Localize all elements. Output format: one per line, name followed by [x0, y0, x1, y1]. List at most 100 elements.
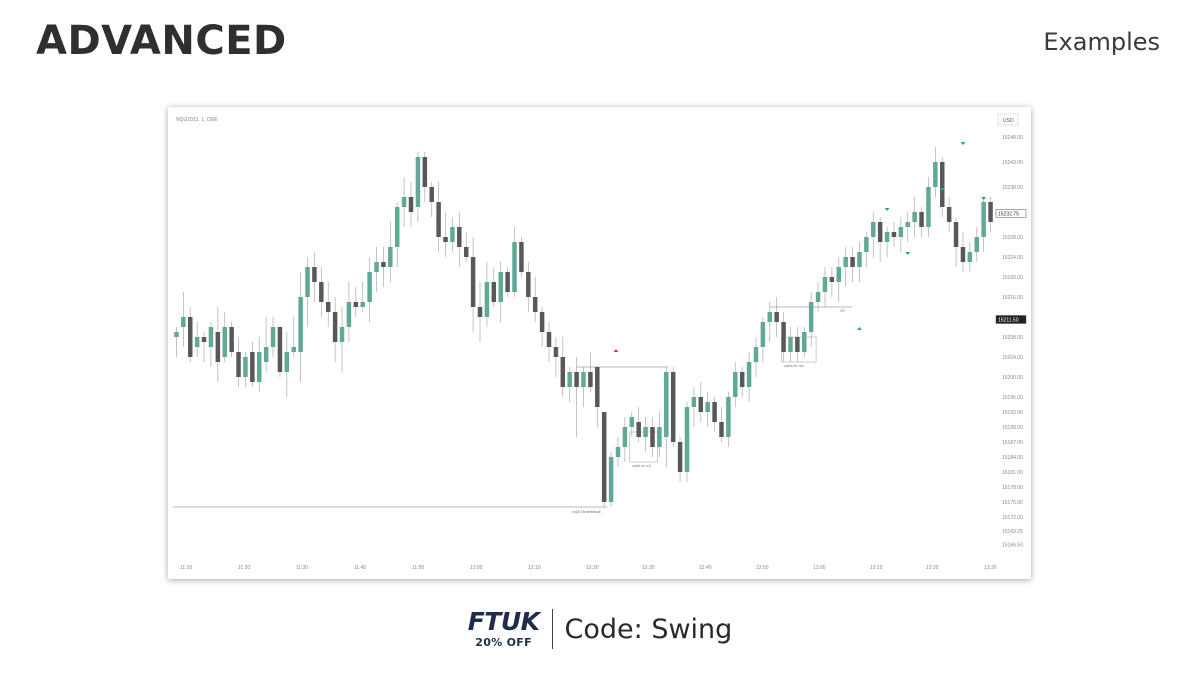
candle-down	[850, 257, 855, 267]
y-tick-label: 15204.00	[1002, 355, 1023, 361]
candle-down	[532, 297, 538, 312]
x-tick-label: 13:00	[813, 565, 826, 571]
signal-down-marker	[939, 188, 945, 191]
candle-up	[691, 397, 697, 407]
marked-price-tag-box	[995, 315, 1027, 324]
candle-up	[753, 347, 759, 362]
candle-down	[250, 352, 255, 382]
candle-up	[512, 242, 517, 292]
candle-up	[967, 252, 973, 262]
candle-down	[188, 317, 193, 357]
candle-down	[781, 322, 786, 352]
footer-promo: FTUK 20% OFF Code: Swing	[0, 606, 1200, 652]
chart-panel[interactable]: NQU2023, 1, CME 15248.00 15243.00 15238.00 1…	[168, 107, 1031, 579]
candle-up	[898, 227, 904, 237]
candle-up	[836, 267, 842, 282]
candle-down	[277, 327, 283, 372]
candle-up	[857, 252, 862, 267]
y-tick-label: 15187.00	[1002, 440, 1023, 446]
candle-down	[229, 327, 234, 352]
y-tick-label: 15169.25	[1002, 529, 1023, 535]
y-tick-label: 15172.00	[1002, 515, 1023, 521]
candle-down	[312, 267, 317, 282]
candle-up	[933, 162, 938, 187]
candle-down	[953, 222, 959, 247]
candle-down	[795, 337, 800, 352]
candle-up	[374, 262, 379, 272]
candle-up	[905, 222, 911, 227]
ftuk-logo[interactable]: FTUK 20% OFF	[468, 609, 540, 649]
candle-down	[319, 282, 324, 302]
signal-down-marker	[981, 197, 987, 200]
candle-down	[408, 197, 414, 212]
candlestick-chart[interactable]: NQU2023, 1, CME 15248.00 15243.00 15238.00 1…	[168, 107, 1031, 579]
candle-up	[484, 282, 490, 317]
y-tick-label: 15228.00	[1002, 235, 1023, 241]
candle-up	[629, 417, 635, 427]
section-label: Examples	[1043, 28, 1160, 56]
x-tick-label: 12:00	[470, 565, 483, 571]
y-tick-label: 15178.00	[1002, 485, 1023, 491]
candle-down	[236, 352, 241, 377]
candle-down	[960, 247, 966, 262]
candle-up	[926, 187, 931, 227]
last-price-tag: 15232.75	[998, 211, 1019, 217]
candle-down	[457, 227, 462, 247]
x-tick-label: 12:10	[528, 565, 541, 571]
y-tick-label: 15181.00	[1002, 470, 1023, 476]
candle-up	[298, 297, 303, 352]
candle-down	[325, 302, 331, 312]
candle-down	[574, 372, 579, 387]
candle-up	[450, 227, 455, 242]
candle-down	[891, 232, 897, 237]
candle-up	[415, 157, 421, 207]
candle-up	[767, 312, 773, 322]
currency-label: USD	[1003, 118, 1014, 124]
x-tick-label: 12:40	[699, 565, 712, 571]
x-tick-label: 12:30	[642, 565, 655, 571]
y-tick-label: 15238.00	[1002, 185, 1023, 191]
x-tick-label: 13:10	[870, 565, 883, 571]
candle-up	[222, 327, 227, 357]
candle-up	[305, 267, 310, 297]
candle-up	[843, 257, 848, 267]
candle-up	[760, 322, 766, 347]
logo-word: FTUK	[467, 607, 540, 636]
candle-up	[208, 327, 214, 347]
signal-down-marker	[905, 252, 911, 255]
y-tick-label: 15196.00	[1002, 395, 1023, 401]
candle-down	[546, 332, 552, 347]
candle-up	[581, 372, 586, 387]
candle-down	[553, 347, 559, 357]
candle-up	[822, 277, 828, 292]
candle-down	[677, 442, 683, 472]
candle-down	[588, 372, 593, 387]
candle-down	[422, 157, 428, 187]
valid-box-2-label: valid on m1	[784, 363, 805, 368]
candle-up	[864, 237, 869, 252]
candle-up	[263, 347, 269, 362]
y-tick-label: 15243.00	[1002, 160, 1023, 166]
candle-down	[332, 312, 338, 342]
page-title: ADVANCED	[36, 18, 287, 64]
candle-down	[940, 162, 945, 207]
candle-down	[381, 262, 386, 267]
y-tick-label: 15220.00	[1002, 275, 1023, 281]
y-tick-label: 15166.50	[1002, 543, 1023, 549]
candle-down	[670, 372, 676, 442]
candle-up	[608, 457, 614, 502]
candle-up	[705, 402, 710, 412]
candle-up	[401, 197, 407, 207]
candle-up	[746, 362, 752, 387]
candle-down	[946, 207, 952, 222]
candle-down	[829, 277, 835, 282]
x-tick-label: 11:20	[238, 565, 250, 571]
candle-down	[636, 422, 641, 437]
candle-down	[601, 412, 607, 502]
signal-down-marker	[884, 208, 890, 211]
candle-up	[360, 302, 365, 307]
promo-code: Code: Swing	[564, 613, 733, 645]
y-tick-label: 15216.00	[1002, 295, 1023, 301]
y-tick-label: 15200.00	[1002, 375, 1023, 381]
candle-up	[291, 347, 296, 352]
